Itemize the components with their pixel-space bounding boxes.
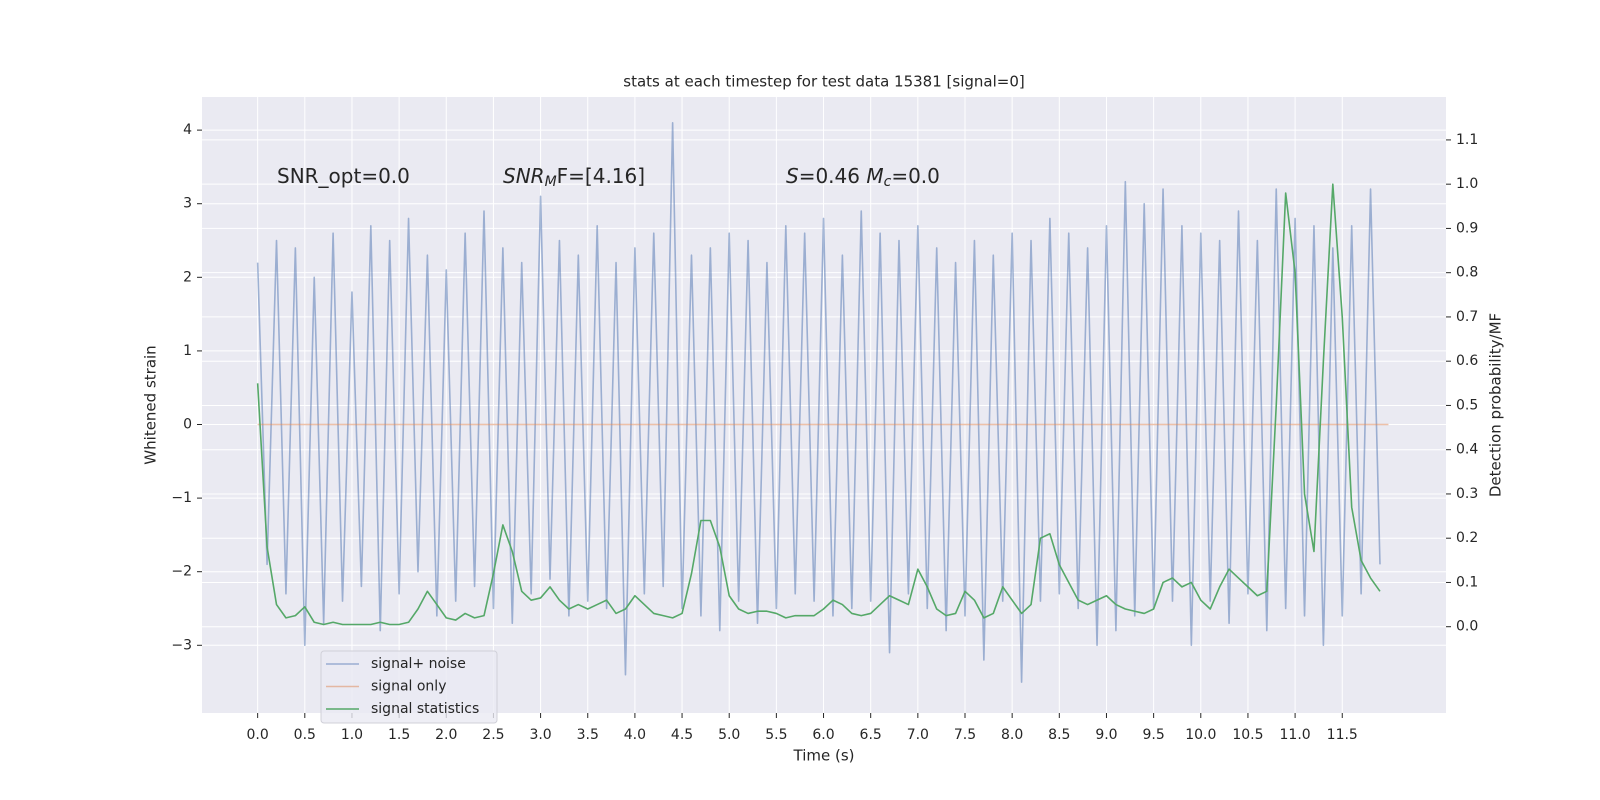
x-tick-label: 9.0	[1095, 727, 1117, 743]
x-axis-label: Time (s)	[793, 747, 855, 765]
y2-tick-label: 0.2	[1456, 530, 1478, 546]
y2-tick-label: 0.5	[1456, 397, 1478, 413]
x-tick-label: 2.5	[482, 727, 504, 743]
x-tick-label: 3.5	[577, 727, 599, 743]
x-tick-label: 6.5	[860, 727, 882, 743]
y2-tick-label: 0.6	[1456, 353, 1478, 369]
x-tick-label: 7.0	[907, 727, 929, 743]
y-tick-label: 2	[183, 269, 192, 285]
labels: 0.0 0.5 1.0 1.5 2.0 2.5 3.0 3.5 4.0 4.5 5.0 5.5 6.0 6…	[171, 122, 1478, 743]
series-line	[256, 183, 1381, 626]
annotation-part: SNR	[503, 164, 545, 188]
x-tick-label: 4.0	[624, 727, 646, 743]
y2-tick-label: 0.9	[1456, 220, 1478, 236]
x-tick-label: 1.0	[341, 727, 363, 743]
y2-tick-label: 0.8	[1456, 265, 1478, 281]
y-tick-label: 0	[183, 417, 192, 433]
annotation: S=0.46 Mc=0.0	[786, 164, 940, 191]
x-tick-label: 2.0	[435, 727, 457, 743]
y-tick-label: 1	[183, 343, 192, 359]
x-tick-label: 11.0	[1280, 727, 1311, 743]
annotation-part: =0.0	[891, 164, 940, 188]
x-tick-label: 5.5	[765, 727, 787, 743]
x-tick-label: 7.5	[954, 727, 976, 743]
x-tick-label: 1.5	[388, 727, 410, 743]
legend: signal+ noise signal only signal statistic…	[320, 650, 498, 724]
annotation-part: c	[884, 174, 892, 190]
annotation: SNRMF=[4.16]	[503, 164, 645, 191]
y2-tick-label: 1.1	[1456, 132, 1478, 148]
y2-tick-label: 0.4	[1456, 442, 1478, 458]
chart-title: stats at each timestep for test data 153…	[623, 73, 1024, 91]
legend-box	[320, 650, 498, 724]
legend-label: signal statistics	[371, 701, 479, 717]
y2-tick-label: 0.0	[1456, 619, 1478, 635]
x-tick-label: 3.0	[529, 727, 551, 743]
annotation-part: F=[4.16]	[557, 164, 645, 188]
annotation-part: SNR_opt=0.0	[277, 164, 410, 188]
annotation-part: =0.46	[799, 164, 867, 188]
series-line	[256, 121, 1381, 683]
y-axis-label: Whitened strain	[142, 345, 160, 464]
x-tick-label: 0.5	[294, 727, 316, 743]
annotation: SNR_opt=0.0	[277, 164, 410, 188]
y-tick-label: 4	[183, 122, 192, 138]
y-tick-label: 3	[183, 196, 192, 212]
x-tick-label: 8.5	[1048, 727, 1070, 743]
y2-tick-label: 0.1	[1456, 574, 1478, 590]
y2-axis-label: Detection probability/MF	[1487, 313, 1505, 497]
annotation-part: M	[866, 164, 883, 188]
x-tick-label: 6.0	[812, 727, 834, 743]
x-tick-label: 11.5	[1327, 727, 1358, 743]
marks	[256, 121, 1389, 683]
y2-tick-label: 0.7	[1456, 309, 1478, 325]
y2-tick-label: 0.3	[1456, 486, 1478, 502]
x-tick-label: 8.0	[1001, 727, 1023, 743]
y-tick-label: −1	[171, 490, 192, 506]
y-tick-label: −2	[171, 564, 192, 580]
legend-label: signal only	[371, 679, 446, 695]
x-tick-label: 9.5	[1142, 727, 1164, 743]
x-tick-label: 10.0	[1185, 727, 1216, 743]
y-tick-label: −3	[171, 637, 192, 653]
x-tick-label: 5.0	[718, 727, 740, 743]
x-tick-label: 4.5	[671, 727, 693, 743]
annotation-part: M	[545, 174, 557, 190]
x-tick-label: 0.0	[247, 727, 269, 743]
legend-label: signal+ noise	[371, 656, 466, 672]
y2-tick-label: 1.0	[1456, 176, 1478, 192]
annotation-part: S	[786, 164, 799, 188]
x-tick-label: 10.5	[1232, 727, 1263, 743]
